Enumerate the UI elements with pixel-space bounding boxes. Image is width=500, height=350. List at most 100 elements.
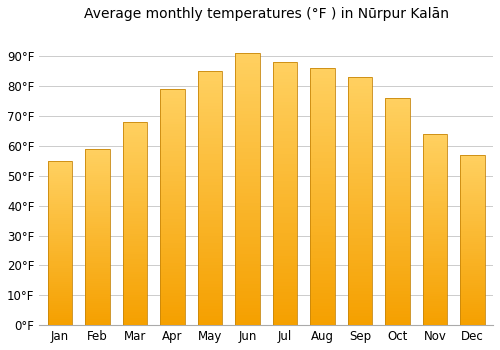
Bar bbox=[198, 246, 222, 249]
Bar bbox=[235, 162, 260, 166]
Bar bbox=[235, 298, 260, 301]
Bar bbox=[198, 233, 222, 236]
Bar bbox=[122, 285, 147, 287]
Bar bbox=[272, 62, 297, 325]
Bar bbox=[160, 310, 184, 313]
Bar bbox=[422, 213, 447, 215]
Bar bbox=[310, 139, 334, 142]
Bar bbox=[348, 167, 372, 170]
Bar bbox=[310, 100, 334, 104]
Bar bbox=[348, 142, 372, 145]
Bar bbox=[48, 196, 72, 198]
Bar bbox=[460, 193, 484, 195]
Bar bbox=[122, 122, 147, 125]
Bar bbox=[310, 248, 334, 251]
Bar bbox=[235, 138, 260, 142]
Bar bbox=[348, 139, 372, 142]
Bar bbox=[48, 278, 72, 280]
Bar bbox=[48, 264, 72, 266]
Bar bbox=[198, 74, 222, 77]
Bar bbox=[348, 133, 372, 136]
Bar bbox=[310, 319, 334, 322]
Bar bbox=[235, 193, 260, 196]
Bar bbox=[348, 198, 372, 201]
Bar bbox=[272, 174, 297, 177]
Bar bbox=[348, 90, 372, 93]
Bar bbox=[272, 164, 297, 167]
Bar bbox=[48, 266, 72, 268]
Bar bbox=[310, 116, 334, 120]
Bar bbox=[122, 180, 147, 183]
Bar bbox=[272, 204, 297, 207]
Bar bbox=[272, 131, 297, 134]
Bar bbox=[348, 279, 372, 282]
Bar bbox=[235, 281, 260, 285]
Bar bbox=[348, 111, 372, 114]
Bar bbox=[272, 151, 297, 154]
Bar bbox=[85, 305, 110, 308]
Bar bbox=[122, 315, 147, 317]
Bar bbox=[310, 161, 334, 164]
Bar bbox=[385, 175, 409, 177]
Bar bbox=[460, 202, 484, 204]
Bar bbox=[348, 77, 372, 325]
Bar bbox=[310, 303, 334, 306]
Bar bbox=[198, 259, 222, 262]
Bar bbox=[235, 53, 260, 325]
Bar bbox=[122, 188, 147, 190]
Bar bbox=[198, 262, 222, 265]
Bar bbox=[385, 286, 409, 288]
Bar bbox=[385, 177, 409, 180]
Bar bbox=[310, 171, 334, 174]
Bar bbox=[160, 234, 184, 237]
Bar bbox=[348, 155, 372, 158]
Bar bbox=[122, 152, 147, 155]
Bar bbox=[422, 292, 447, 294]
Bar bbox=[348, 294, 372, 297]
Bar bbox=[385, 305, 409, 308]
Bar bbox=[460, 180, 484, 182]
Bar bbox=[122, 198, 147, 201]
Bar bbox=[198, 122, 222, 125]
Bar bbox=[122, 150, 147, 152]
Bar bbox=[48, 292, 72, 294]
Bar bbox=[85, 235, 110, 237]
Bar bbox=[348, 270, 372, 272]
Bar bbox=[460, 323, 484, 325]
Bar bbox=[272, 194, 297, 197]
Bar bbox=[48, 251, 72, 253]
Bar bbox=[122, 173, 147, 175]
Bar bbox=[85, 153, 110, 155]
Bar bbox=[385, 280, 409, 282]
Bar bbox=[160, 189, 184, 193]
Bar bbox=[85, 241, 110, 244]
Bar bbox=[272, 296, 297, 299]
Bar bbox=[348, 148, 372, 152]
Bar bbox=[48, 272, 72, 274]
Bar bbox=[122, 292, 147, 295]
Bar bbox=[48, 218, 72, 220]
Bar bbox=[348, 93, 372, 96]
Bar bbox=[48, 181, 72, 183]
Bar bbox=[460, 270, 484, 272]
Bar bbox=[160, 272, 184, 275]
Bar bbox=[235, 155, 260, 159]
Bar bbox=[385, 294, 409, 297]
Bar bbox=[385, 257, 409, 260]
Bar bbox=[48, 304, 72, 307]
Bar bbox=[122, 125, 147, 127]
Bar bbox=[385, 243, 409, 246]
Bar bbox=[310, 113, 334, 116]
Bar bbox=[272, 105, 297, 108]
Bar bbox=[160, 293, 184, 296]
Bar bbox=[48, 161, 72, 325]
Bar bbox=[272, 62, 297, 65]
Bar bbox=[460, 206, 484, 208]
Bar bbox=[310, 152, 334, 155]
Bar bbox=[272, 253, 297, 256]
Bar bbox=[122, 305, 147, 307]
Bar bbox=[422, 237, 447, 239]
Bar bbox=[272, 207, 297, 210]
Bar bbox=[385, 282, 409, 286]
Bar bbox=[348, 251, 372, 254]
